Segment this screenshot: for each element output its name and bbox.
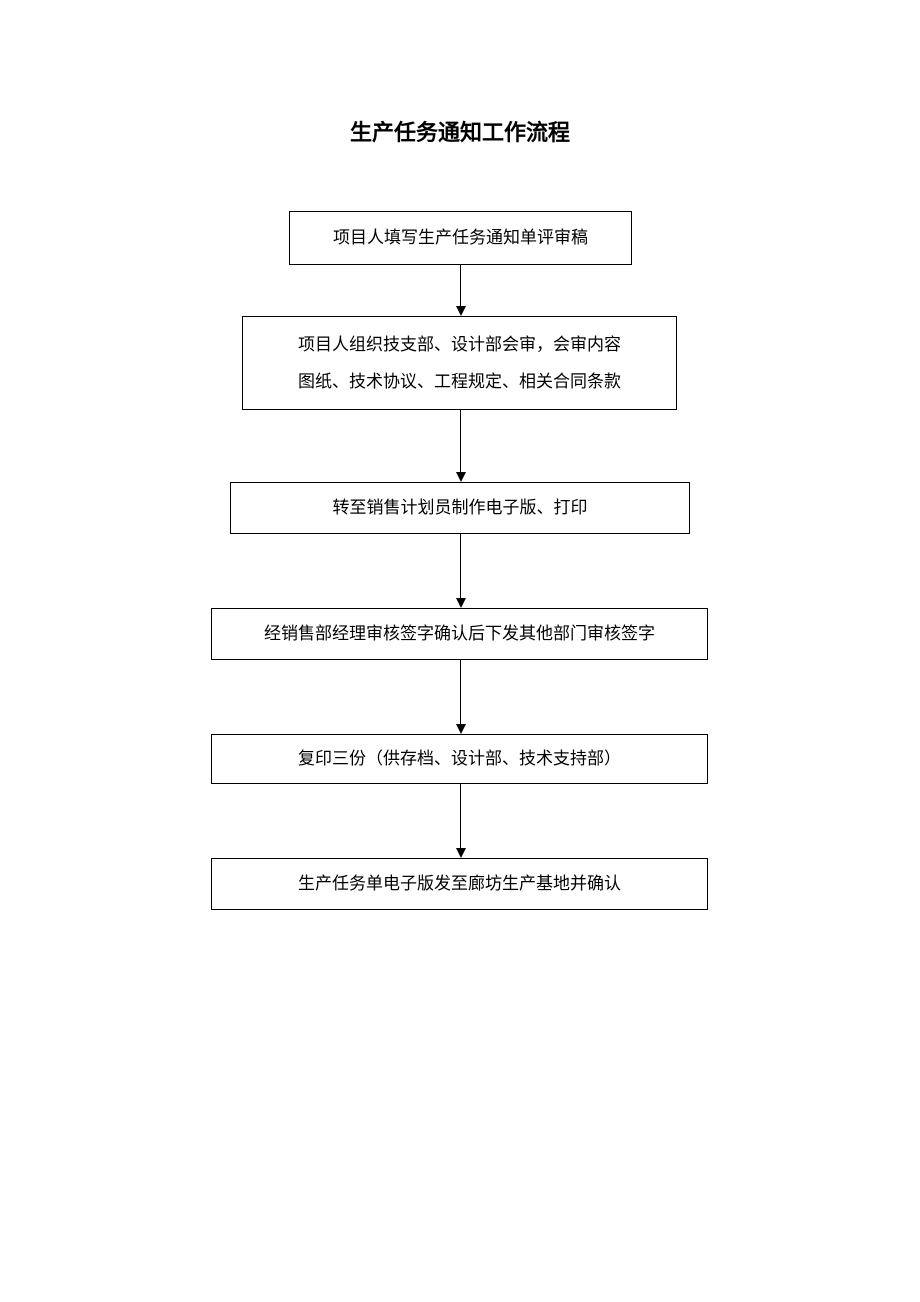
arrow-line — [460, 265, 461, 307]
arrow-line — [460, 784, 461, 849]
flowchart-node-n4: 经销售部经理审核签字确认后下发其他部门审核签字 — [211, 608, 708, 660]
flowchart-node-n1: 项目人填写生产任务通知单评审稿 — [289, 211, 632, 265]
flowchart-node-n6: 生产任务单电子版发至廊坊生产基地并确认 — [211, 858, 708, 910]
flowchart-node-n5: 复印三份（供存档、设计部、技术支持部） — [211, 734, 708, 784]
flowchart-node-n2: 项目人组织技支部、设计部会审，会审内容图纸、技术协议、工程规定、相关合同条款 — [242, 316, 677, 410]
flowchart-node-text: 项目人填写生产任务通知单评审稿 — [321, 211, 600, 264]
flowchart-container: 项目人填写生产任务通知单评审稿项目人组织技支部、设计部会审，会审内容图纸、技术协… — [0, 0, 920, 1302]
flowchart-node-text: 复印三份（供存档、设计部、技术支持部） — [286, 732, 633, 785]
flowchart-node-text: 生产任务单电子版发至廊坊生产基地并确认 — [286, 857, 633, 910]
arrow-line — [460, 410, 461, 473]
arrow-line — [460, 660, 461, 725]
flowchart-node-text: 转至销售计划员制作电子版、打印 — [321, 481, 600, 534]
arrow-line — [460, 534, 461, 599]
arrow-head-icon — [456, 306, 466, 316]
flowchart-node-text: 经销售部经理审核签字确认后下发其他部门审核签字 — [252, 607, 667, 660]
flowchart-node-n3: 转至销售计划员制作电子版、打印 — [230, 482, 690, 534]
flowchart-node-text: 项目人组织技支部、设计部会审，会审内容图纸、技术协议、工程规定、相关合同条款 — [286, 318, 633, 409]
